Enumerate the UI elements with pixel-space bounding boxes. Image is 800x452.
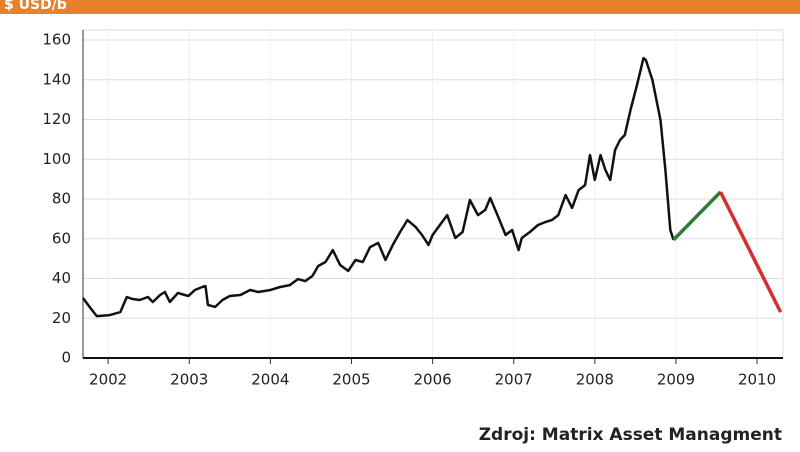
x-tick-label: 2010 xyxy=(738,371,776,389)
chart-title: $ USD/b xyxy=(4,0,67,13)
series-line xyxy=(718,191,783,313)
y-tick-label: 40 xyxy=(52,269,71,287)
y-tick-label: 160 xyxy=(42,31,71,49)
y-tick-label: 20 xyxy=(52,309,71,327)
x-tick-label: 2004 xyxy=(251,371,289,389)
x-tick-label: 2008 xyxy=(576,371,614,389)
y-tick-label: 100 xyxy=(42,150,71,168)
x-tick-label: 2009 xyxy=(657,371,695,389)
x-tick-label: 2007 xyxy=(495,371,533,389)
y-tick-label: 140 xyxy=(42,70,71,88)
y-tick-label: 0 xyxy=(61,349,71,367)
series-line xyxy=(672,190,722,242)
series-line xyxy=(81,56,675,318)
y-tick-label: 80 xyxy=(52,190,71,208)
x-tick-label: 2006 xyxy=(414,371,452,389)
x-tick-label: 2003 xyxy=(170,371,208,389)
y-tick-label: 60 xyxy=(52,229,71,247)
header-band xyxy=(0,0,800,14)
x-tick-label: 2002 xyxy=(89,371,127,389)
y-tick-label: 120 xyxy=(42,110,71,128)
source-note: Zdroj: Matrix Asset Managment xyxy=(479,425,782,445)
x-tick-label: 2005 xyxy=(332,371,370,389)
